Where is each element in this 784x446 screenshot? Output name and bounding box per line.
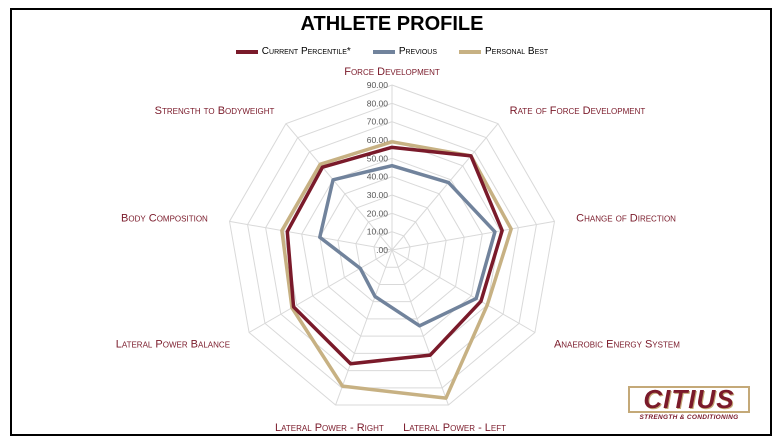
logo-box — [628, 386, 750, 413]
grid-ring-40 — [319, 176, 465, 320]
chart-frame — [10, 8, 772, 436]
series-current-line — [285, 145, 504, 366]
grid-ring-20 — [355, 212, 429, 285]
grid-ring-30 — [337, 194, 447, 303]
grid-ring-90 — [228, 84, 556, 406]
grid-ring-80 — [247, 102, 537, 389]
logo-wordmark: CITIUS — [643, 384, 735, 414]
tick-label: 30.00 — [367, 190, 389, 200]
tick-label: 40.00 — [367, 172, 389, 182]
citius-logo: CITIUS STRENGTH & CONDITIONING — [628, 384, 750, 422]
grid-spoke-7 — [229, 220, 393, 251]
tick-label: .00 — [376, 245, 388, 255]
legend-item-previous: Previous — [372, 46, 437, 57]
grid-spoke-2 — [391, 220, 555, 251]
grid-spoke-5 — [335, 249, 393, 406]
axis-label: Body Composition — [121, 213, 208, 225]
axis-label: Change of Direction — [576, 213, 676, 225]
axis-label: Strength to Bodyweight — [155, 105, 275, 117]
legend-swatch-personal-best — [459, 49, 481, 54]
legend-item-personal-best: Personal Best — [459, 46, 548, 57]
grid-spoke-1 — [391, 123, 499, 251]
tick-label: 70.00 — [367, 117, 389, 127]
grid-spoke-3 — [391, 249, 536, 333]
axis-label: Lateral Power - Left — [403, 422, 506, 434]
logo-tagline: STRENGTH & CONDITIONING — [639, 414, 739, 421]
axis-label: Rate of Force Development — [510, 105, 646, 117]
legend-swatch-previous — [372, 49, 395, 54]
legend-label-personal-best: Personal Best — [485, 46, 549, 57]
chart-legend: Current Percentile* Previous Personal Be… — [0, 46, 784, 57]
axis-label: Lateral Power Balance — [116, 339, 230, 351]
grid-ring-50 — [301, 157, 483, 337]
legend-label-current: Current Percentile* — [261, 46, 351, 57]
legend-label-previous: Previous — [398, 46, 437, 57]
tick-label: 10.00 — [367, 227, 389, 237]
axis-label: Lateral Power - Right — [275, 422, 384, 434]
grid-spoke-4 — [391, 249, 449, 406]
grid-ring-10 — [373, 231, 411, 268]
grid-ring-70 — [265, 121, 519, 372]
axis-label: Force Development — [344, 66, 440, 78]
chart-title: ATHLETE PROFILE — [300, 13, 484, 35]
series-previous-line — [318, 163, 497, 328]
legend-swatch-current — [235, 49, 258, 54]
tick-label: 80.00 — [367, 98, 389, 108]
tick-label: 60.00 — [367, 135, 389, 145]
legend-item-current: Current Percentile* — [235, 46, 351, 57]
tick-label: 90.00 — [367, 80, 389, 90]
grid-spoke-8 — [285, 123, 393, 251]
grid-spoke-6 — [248, 249, 393, 333]
axis-label: Anaerobic Energy System — [554, 339, 680, 351]
tick-label: 50.00 — [367, 153, 389, 163]
series-personal-best-line — [280, 140, 513, 400]
tick-label: 20.00 — [367, 208, 389, 218]
